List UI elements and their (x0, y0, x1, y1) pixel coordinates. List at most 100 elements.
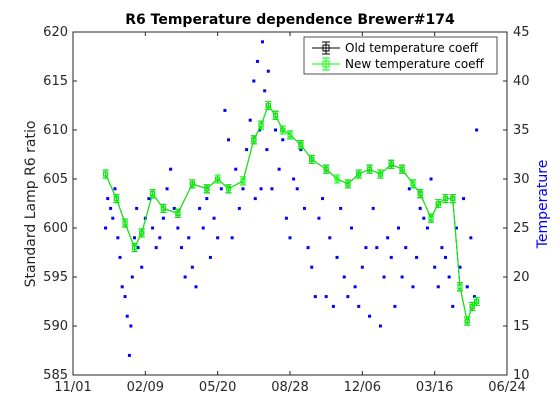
temperature-series (104, 40, 479, 357)
y-axis-left: 585 590 595 600 605 610 615 620 (43, 25, 77, 383)
y-axis-right: 10 15 20 25 30 35 40 45 (503, 25, 530, 383)
temperature-point (375, 246, 379, 250)
data-point (226, 186, 232, 192)
temperature-point (255, 59, 259, 63)
temperature-point (190, 265, 194, 269)
temperature-point (389, 255, 393, 259)
temperature-point (252, 79, 256, 83)
temperature-point (382, 275, 386, 279)
data-point (103, 171, 109, 177)
y-tick-right-label: 20 (513, 270, 530, 285)
temperature-point (281, 138, 285, 142)
temperature-point (123, 295, 127, 299)
legend-marker-new (322, 60, 330, 68)
data-point (356, 171, 362, 177)
data-point (298, 142, 304, 148)
temperature-point (324, 295, 328, 299)
temperature-point (444, 255, 448, 259)
temperature-point (284, 216, 288, 220)
temperature-point (368, 314, 372, 318)
temperature-point (147, 197, 151, 201)
temperature-point (295, 187, 299, 191)
temperature-point (241, 187, 245, 191)
temperature-point (201, 226, 205, 230)
legend: Old temperature coeff New temperature co… (303, 36, 498, 75)
y-tick-left-label: 605 (43, 172, 68, 187)
y-tick-right-label: 40 (513, 74, 530, 89)
y-tick-left-label: 610 (43, 123, 68, 138)
data-point (469, 303, 475, 309)
data-point (131, 245, 137, 251)
temperature-point (125, 314, 129, 318)
temperature-point (136, 246, 140, 250)
temperature-point (357, 304, 361, 308)
legend-box (303, 36, 498, 75)
temperature-point (277, 167, 281, 171)
temperature-point (418, 206, 422, 210)
temperature-point (187, 236, 191, 240)
data-point (464, 318, 470, 324)
temperature-point (253, 197, 257, 201)
temperature-point (106, 197, 110, 201)
temperature-point (342, 275, 346, 279)
temperature-point (216, 236, 220, 240)
data-point (204, 186, 210, 192)
data-point (450, 196, 456, 202)
x-tick-label: 08/28 (271, 380, 308, 395)
temperature-point (183, 275, 187, 279)
x-tick-label: 02/09 (127, 380, 164, 395)
temperature-point (317, 216, 321, 220)
temperature-point (259, 187, 263, 191)
temperature-point (458, 265, 462, 269)
y-axis-left-label: Standard Lamp R6 ratio (23, 121, 39, 288)
plot-frame (72, 31, 508, 376)
data-point (258, 122, 264, 128)
temperature-point (180, 246, 183, 250)
data-point (160, 205, 166, 211)
legend-label-new: New temperature coeff (345, 57, 485, 71)
data-point (175, 210, 181, 216)
temperature-point (397, 226, 400, 230)
data-point (113, 196, 119, 202)
data-point (399, 166, 405, 172)
temperature-point (465, 285, 469, 289)
temperature-point (208, 255, 212, 259)
temperature-point (360, 265, 364, 269)
temperature-point (425, 226, 429, 230)
temperature-point (299, 148, 303, 152)
temperature-point (393, 304, 397, 308)
data-point (150, 191, 156, 197)
temperature-point (230, 236, 234, 240)
data-point (309, 156, 315, 162)
temperature-point (227, 138, 231, 142)
temperature-point (266, 69, 270, 73)
temperature-point (172, 206, 176, 210)
temperature-point (158, 236, 162, 240)
temperature-point (353, 285, 357, 289)
temperature-point (328, 236, 332, 240)
temperature-point (302, 206, 306, 210)
plot-area (72, 31, 508, 376)
temperature-point (129, 324, 133, 328)
temperature-point (378, 324, 382, 328)
x-tick-label: 06/24 (488, 380, 525, 395)
temperature-point (274, 128, 278, 132)
temperature-point (313, 295, 317, 299)
temperature-point (440, 246, 444, 250)
temperature-point (331, 304, 335, 308)
data-point (474, 299, 480, 304)
data-point (273, 112, 279, 118)
x-tick-label: 05/20 (199, 380, 236, 395)
temperature-point (472, 295, 476, 299)
temperature-point (451, 304, 455, 308)
temperature-point (400, 275, 404, 279)
temperature-point (371, 206, 375, 210)
data-point (410, 181, 416, 187)
temperature-point (109, 206, 113, 210)
temperature-point (407, 187, 411, 191)
temperature-point (198, 206, 202, 210)
temperature-point (265, 148, 269, 152)
temperature-point (349, 226, 353, 230)
data-point (345, 181, 351, 187)
temperature-point (140, 265, 144, 269)
